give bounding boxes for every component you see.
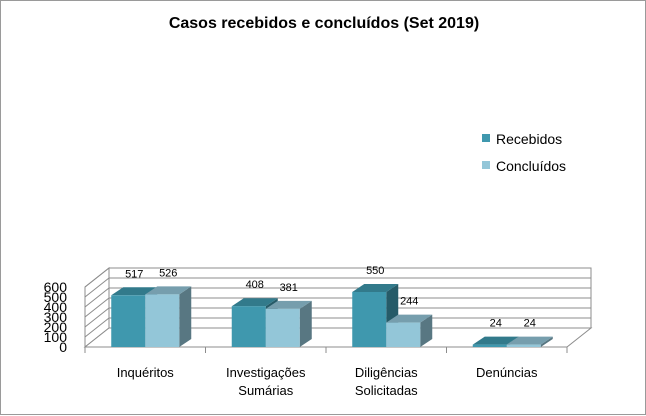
bar-top [386,314,433,323]
bar-front [145,294,180,347]
x-category-label: Denúncias [476,365,538,380]
y-tick-label: 600 [44,279,68,295]
y-tick-label: 200 [44,319,68,335]
gridline [84,287,591,308]
data-label: 550 [366,265,384,277]
y-tick-label: 100 [44,329,68,345]
bar-front [506,344,541,347]
bar-side [179,286,192,347]
x-category-label: Solicitadas [355,383,418,398]
data-label: 517 [125,268,143,280]
bar-front [231,306,266,347]
gridline [84,307,591,328]
bar-front [111,295,146,347]
x-category-label: Sumárias [238,383,293,398]
data-label: 408 [246,279,264,291]
x-category-label: Diligências [355,365,418,380]
gridline [84,267,591,288]
gridline [84,277,591,298]
legend-swatch [482,161,490,169]
data-label: 24 [524,318,536,330]
bar-front [265,308,300,347]
y-tick-label: 300 [44,309,68,325]
data-label: 381 [280,282,298,294]
bar-top [145,286,192,295]
x-category-label: Investigações [226,365,306,380]
gridline [84,297,591,318]
bar-top [231,298,278,307]
bar-side [420,314,433,347]
x-category-label: Inquéritos [117,365,175,380]
bar-top [265,300,312,309]
y-tick-label: 500 [44,289,68,305]
data-label: 526 [159,267,177,279]
bar-front [472,344,507,347]
bar-front [386,322,421,347]
bar-side [540,336,553,347]
legend-label: Concluídos [496,158,566,174]
legend-label: Recebidos [496,131,562,147]
y-tick-label: 0 [59,339,67,355]
bar-side [299,300,312,347]
bar-top [352,284,399,292]
bar-front [352,292,387,347]
bar-top [111,287,158,296]
bar-top [506,336,553,345]
data-label: 24 [490,318,502,330]
legend-swatch [482,134,490,142]
y-tick-label: 400 [44,299,68,315]
chart-title: Casos recebidos e concluídos (Set 2019) [168,15,480,32]
data-label: 244 [400,296,418,308]
bar-top [472,336,519,345]
